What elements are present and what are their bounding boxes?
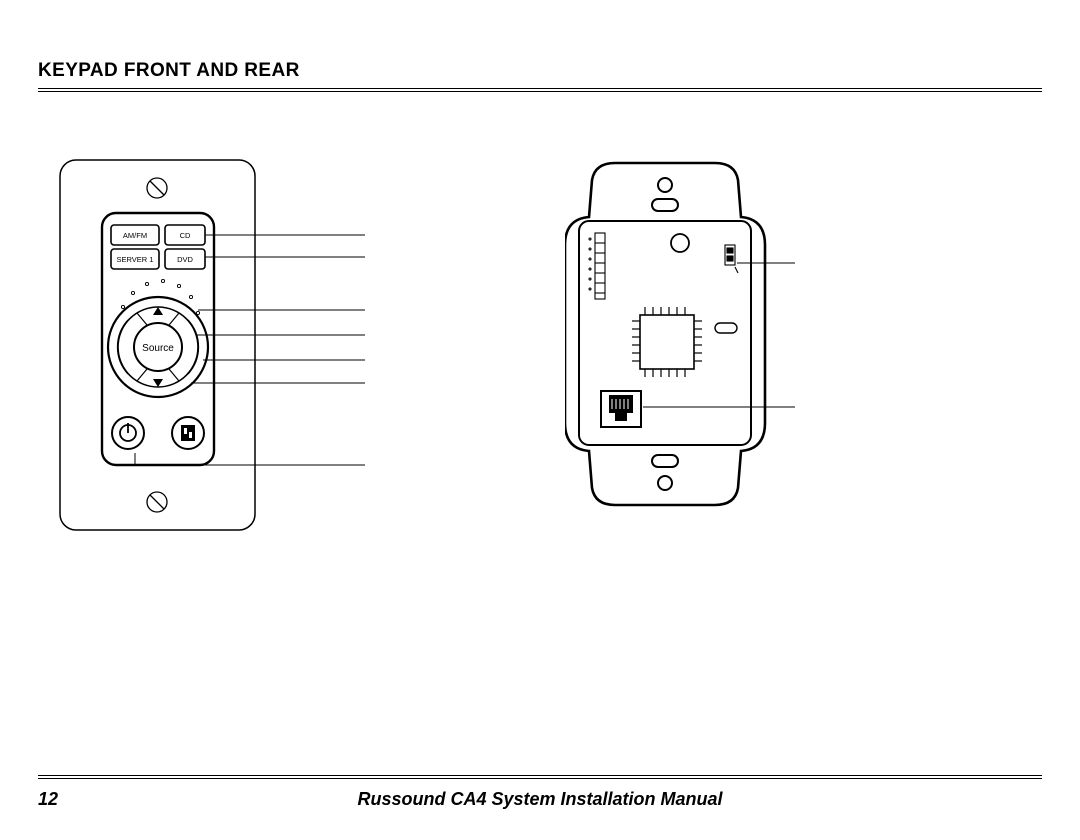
screw-top-icon: [147, 178, 167, 198]
capacitor-icon: [715, 323, 737, 333]
footer-divider: [38, 775, 1042, 779]
rj45-jack-icon: [601, 391, 641, 427]
page-number: 12: [38, 789, 98, 810]
ic-chip-icon: [632, 307, 702, 377]
keypad-front-figure: AM/FM CD SERVER 1 DVD: [55, 155, 385, 545]
btn-amfm-label: AM/FM: [123, 231, 147, 240]
source-dial: Source: [108, 297, 208, 397]
brand-logo-icon: [172, 417, 204, 449]
btn-cd-label: CD: [180, 231, 191, 240]
keypad-rear-figure: [565, 155, 825, 525]
header-divider: [38, 88, 1042, 92]
screw-bottom-icon: [147, 492, 167, 512]
btn-server-label: SERVER 1: [117, 255, 154, 264]
footer-manual-title: Russound CA4 System Installation Manual: [98, 789, 982, 810]
section-title: KEYPAD FRONT AND REAR: [38, 60, 1042, 82]
btn-dvd-label: DVD: [177, 255, 193, 264]
power-button-icon: [112, 417, 144, 449]
dial-center-label: Source: [142, 343, 174, 354]
